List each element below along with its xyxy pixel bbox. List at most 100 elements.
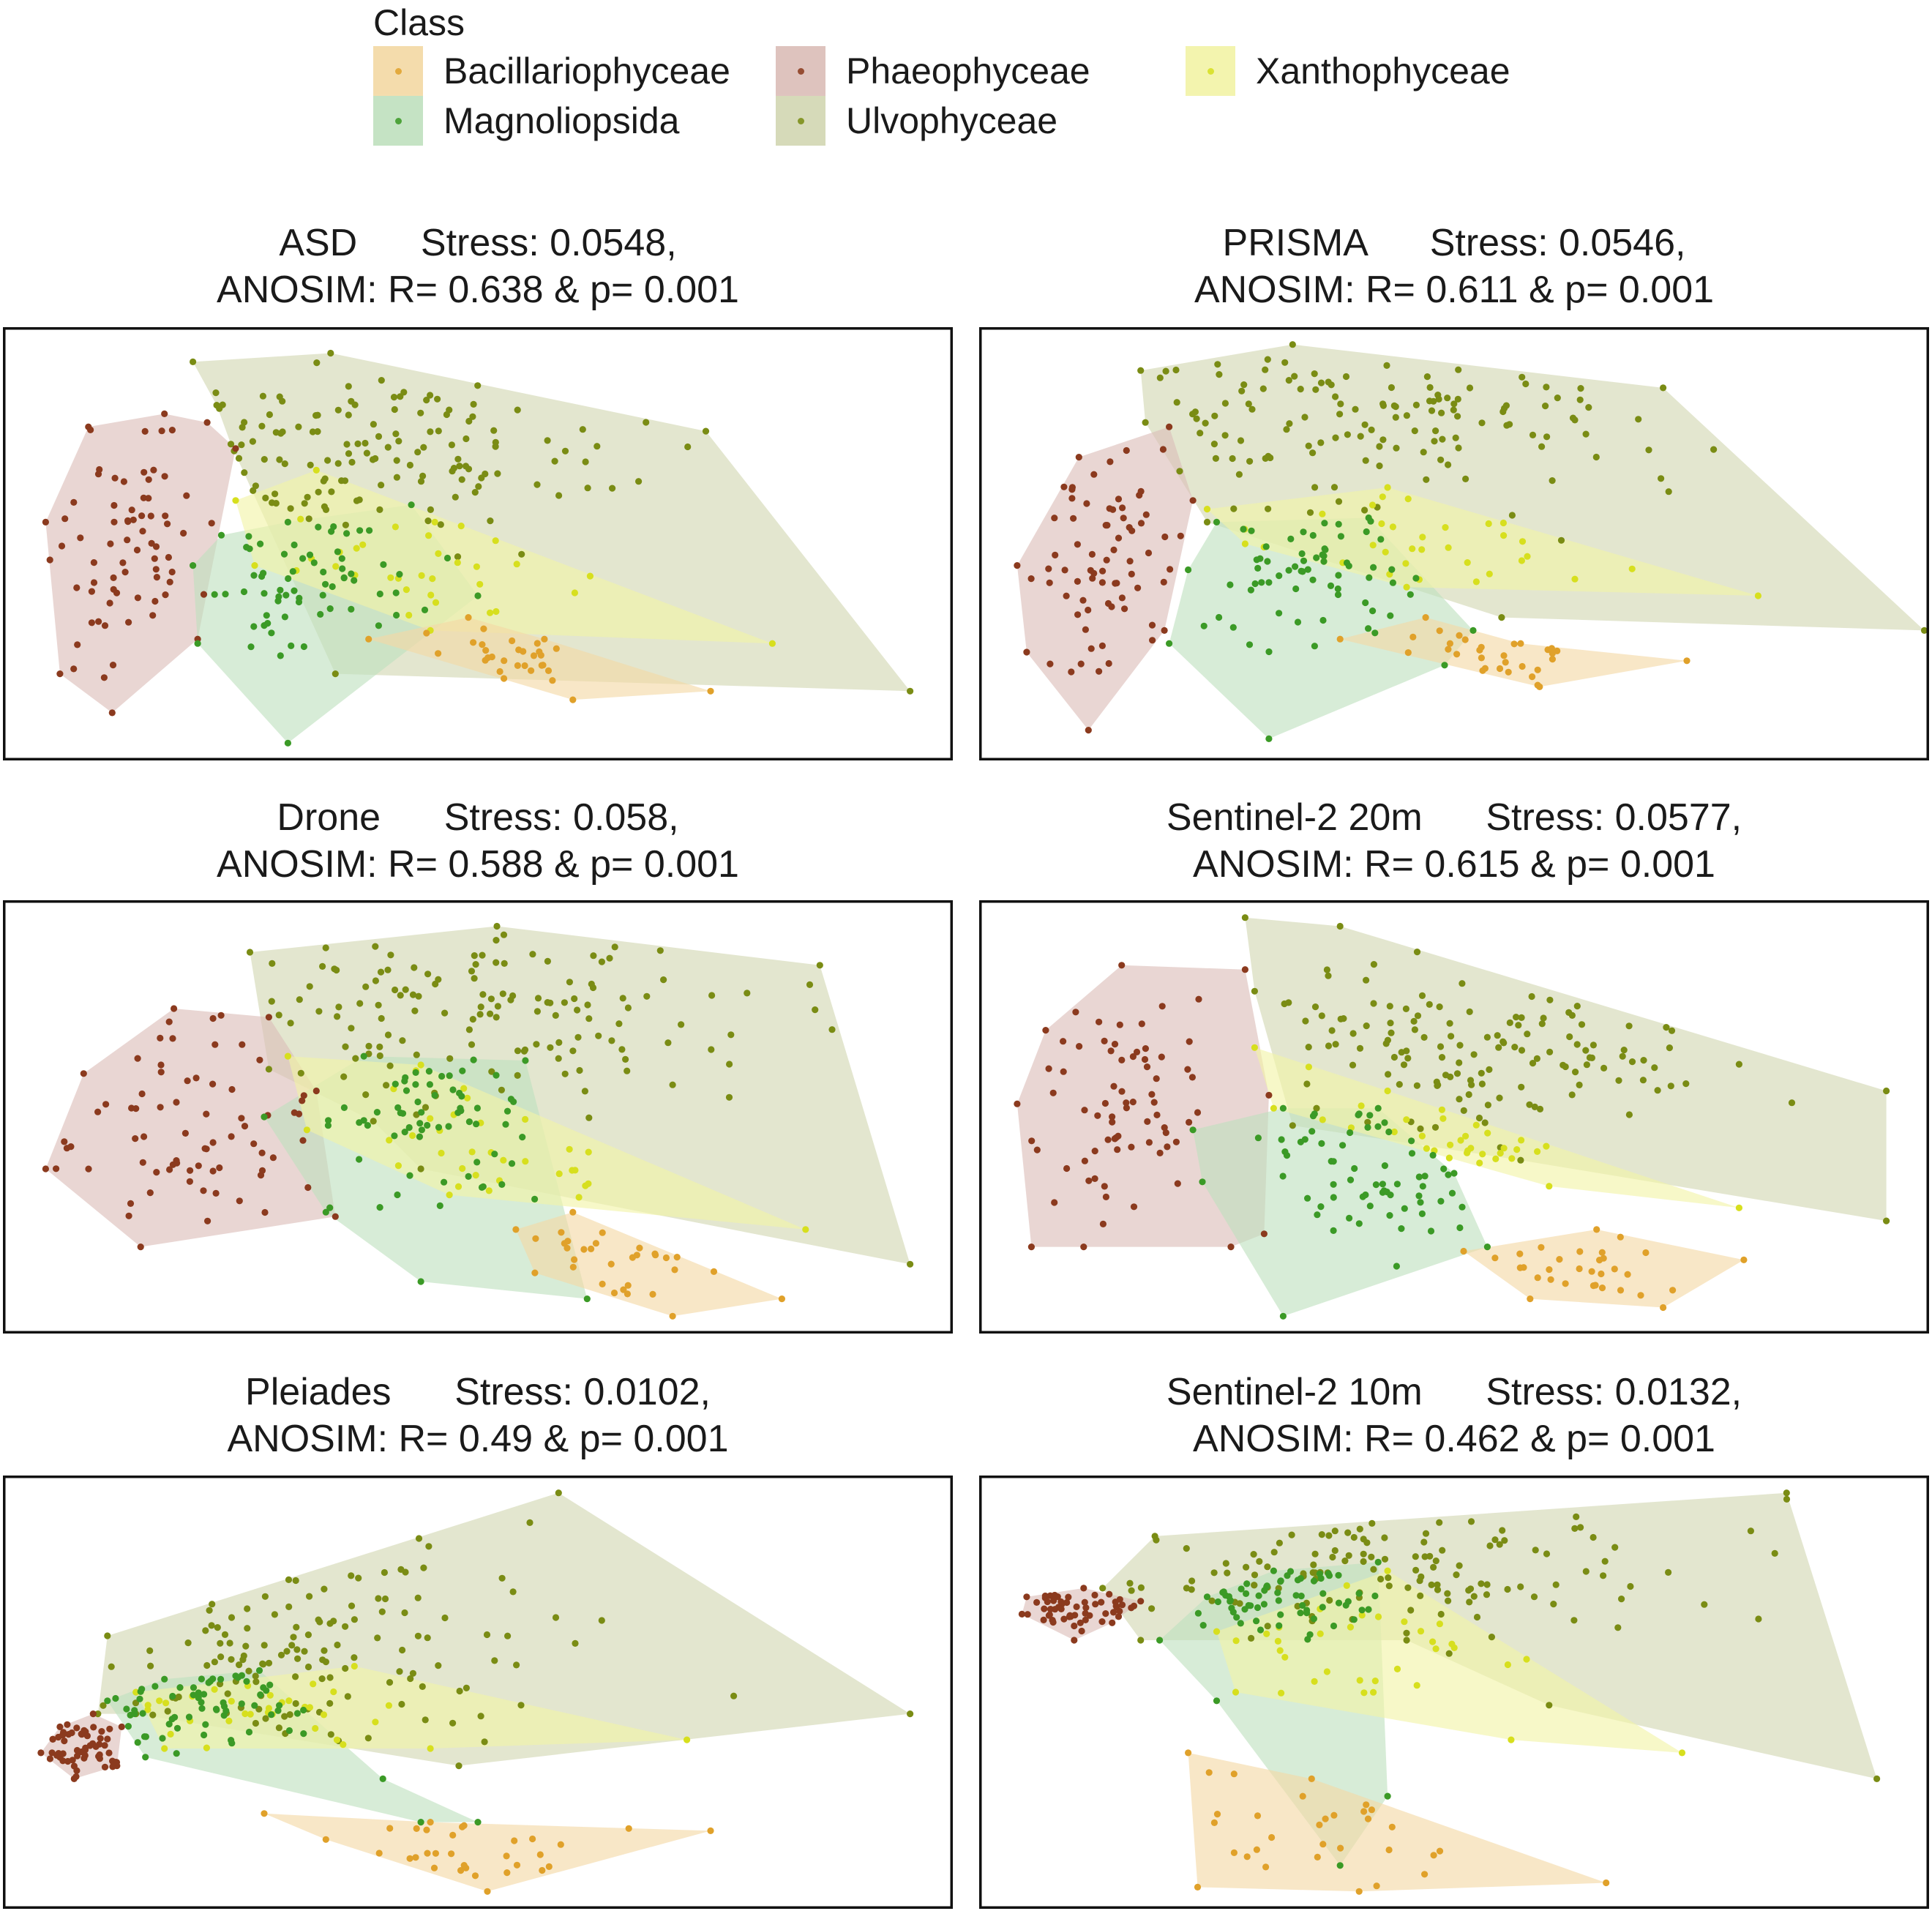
point-ulvophyceae — [304, 1631, 312, 1639]
point-magnoliopsida — [449, 1086, 457, 1093]
point-ulvophyceae — [1615, 1077, 1622, 1084]
point-ulvophyceae — [501, 960, 508, 967]
hull-magnoliopsida — [1193, 1108, 1488, 1317]
point-ulvophyceae — [1496, 1094, 1503, 1102]
point-ulvophyceae — [1370, 1000, 1377, 1007]
point-magnoliopsida — [441, 1178, 448, 1186]
point-phaeophyceae — [162, 512, 169, 520]
point-magnoliopsida — [1380, 1187, 1388, 1194]
point-magnoliopsida — [360, 1052, 367, 1060]
point-phaeophyceae — [119, 559, 127, 566]
point-magnoliopsida — [1365, 625, 1372, 632]
panel-sensor-label: Drone — [277, 796, 381, 839]
point-xanthophyceae — [372, 1719, 379, 1726]
point-ulvophyceae — [1582, 430, 1590, 438]
point-phaeophyceae — [128, 506, 135, 514]
point-ulvophyceae — [1317, 379, 1325, 386]
point-ulvophyceae — [370, 1118, 377, 1125]
point-ulvophyceae — [1600, 1572, 1607, 1579]
point-phaeophyceae — [110, 586, 117, 593]
point-phaeophyceae — [141, 1133, 148, 1140]
point-ulvophyceae — [292, 1577, 299, 1585]
point-magnoliopsida — [141, 1733, 149, 1740]
point-magnoliopsida — [268, 629, 275, 637]
point-bacillariophyceae — [432, 1850, 440, 1857]
point-phaeophyceae — [1082, 1609, 1089, 1617]
point-ulvophyceae — [1137, 1584, 1145, 1591]
point-magnoliopsida — [522, 1057, 529, 1064]
point-ulvophyceae — [296, 996, 303, 1003]
point-ulvophyceae — [295, 423, 302, 430]
point-ulvophyceae — [1466, 384, 1474, 392]
point-ulvophyceae — [551, 457, 558, 465]
point-magnoliopsida — [276, 1702, 283, 1709]
point-phaeophyceae — [130, 516, 137, 523]
point-ulvophyceae — [260, 1661, 267, 1668]
point-phaeophyceae — [1129, 1053, 1137, 1061]
point-phaeophyceae — [1167, 566, 1174, 573]
point-phaeophyceae — [56, 1723, 64, 1730]
point-xanthophyceae — [572, 1167, 579, 1174]
point-ulvophyceae — [1336, 411, 1344, 418]
point-magnoliopsida — [165, 1721, 173, 1728]
point-ulvophyceae — [1301, 414, 1308, 421]
point-bacillariophyceae — [545, 1863, 553, 1870]
point-ulvophyceae — [411, 1007, 419, 1014]
point-ulvophyceae — [1128, 1587, 1135, 1594]
point-phaeophyceae — [1040, 1616, 1047, 1623]
point-magnoliopsida — [474, 1819, 482, 1826]
point-ulvophyceae — [327, 1731, 334, 1738]
point-phaeophyceae — [1118, 1056, 1126, 1063]
point-ulvophyceae — [725, 1093, 733, 1101]
point-ulvophyceae — [608, 1037, 615, 1044]
point-ulvophyceae — [1618, 1596, 1625, 1603]
point-phaeophyceae — [1142, 511, 1150, 518]
point-xanthophyceae — [1251, 1044, 1258, 1051]
point-ulvophyceae — [1456, 1041, 1464, 1049]
point-ulvophyceae — [471, 952, 478, 960]
panel-title-line1: ASD Stress: 0.0548, — [3, 220, 953, 266]
point-bacillariophyceae — [1253, 1846, 1260, 1853]
point-phaeophyceae — [77, 534, 84, 542]
point-ulvophyceae — [1640, 1057, 1647, 1064]
point-phaeophyceae — [168, 427, 176, 434]
point-xanthophyceae — [1382, 548, 1389, 556]
point-ulvophyceae — [1663, 1024, 1670, 1031]
point-ulvophyceae — [1332, 393, 1339, 400]
point-xanthophyceae — [310, 1680, 317, 1688]
point-ulvophyceae — [1309, 449, 1317, 457]
point-ulvophyceae — [149, 1711, 157, 1719]
point-magnoliopsida — [421, 606, 429, 613]
point-xanthophyceae — [500, 1156, 507, 1164]
point-magnoliopsida — [366, 527, 373, 534]
point-phaeophyceae — [173, 1099, 180, 1106]
point-magnoliopsida — [1309, 576, 1317, 583]
point-ulvophyceae — [1221, 432, 1229, 439]
point-bacillariophyceae — [1510, 640, 1518, 648]
point-magnoliopsida — [1308, 1128, 1316, 1135]
point-magnoliopsida — [194, 640, 201, 647]
point-xanthophyceae — [1464, 1147, 1472, 1154]
point-magnoliopsida — [1387, 612, 1394, 619]
point-ulvophyceae — [1137, 367, 1145, 374]
point-ulvophyceae — [1557, 536, 1565, 544]
point-ulvophyceae — [1403, 1629, 1410, 1637]
point-bacillariophyceae — [457, 1867, 465, 1874]
point-magnoliopsida — [348, 570, 355, 577]
point-magnoliopsida — [396, 571, 403, 578]
point-ulvophyceae — [1513, 1014, 1520, 1021]
point-ulvophyceae — [1467, 1585, 1475, 1593]
point-phaeophyceae — [1121, 605, 1128, 613]
point-phaeophyceae — [300, 1092, 307, 1099]
point-magnoliopsida — [257, 540, 264, 547]
point-ulvophyceae — [342, 521, 349, 528]
point-phaeophyceae — [1091, 1148, 1098, 1155]
point-magnoliopsida — [261, 1113, 268, 1121]
point-ulvophyceae — [1468, 1081, 1475, 1088]
point-ulvophyceae — [1417, 1592, 1424, 1599]
point-magnoliopsida — [1388, 566, 1396, 573]
point-magnoliopsida — [334, 548, 341, 556]
point-magnoliopsida — [340, 1104, 348, 1111]
point-ulvophyceae — [1345, 1552, 1352, 1559]
point-ulvophyceae — [574, 1006, 581, 1014]
